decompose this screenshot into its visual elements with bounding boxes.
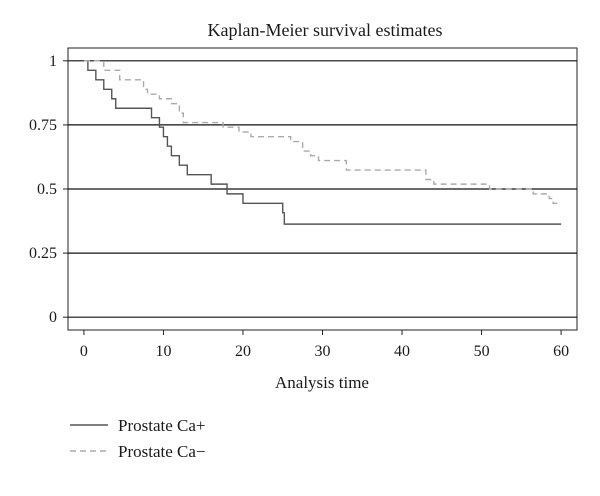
- legend-label-prostate-ca-plus: Prostate Ca+: [118, 416, 206, 435]
- y-axis: 0 0.25 0.5 0.75 1: [29, 53, 68, 326]
- series-lines: [83, 60, 562, 225]
- series-line-1: [83, 60, 562, 205]
- x-tick-label-6: 60: [553, 343, 569, 360]
- x-axis: 0 10 20 30 40 50 60: [80, 330, 569, 360]
- y-tick-label-4: 1: [49, 53, 57, 70]
- legend: Prostate Ca+ Prostate Ca−: [70, 416, 206, 461]
- x-tick-label-1: 10: [155, 343, 171, 360]
- x-tick-label-0: 0: [80, 343, 88, 360]
- x-tick-label-2: 20: [235, 343, 251, 360]
- grid-lines: [68, 60, 577, 318]
- y-tick-label-3: 0.75: [29, 117, 57, 134]
- y-tick-label-0: 0: [49, 309, 57, 326]
- x-tick-label-3: 30: [315, 343, 331, 360]
- y-tick-label-1: 0.25: [29, 245, 57, 262]
- chart-title: Kaplan-Meier survival estimates: [208, 20, 443, 40]
- legend-label-prostate-ca-minus: Prostate Ca−: [118, 442, 206, 461]
- x-tick-label-5: 50: [474, 343, 490, 360]
- series-line-0: [83, 60, 562, 225]
- y-tick-label-2: 0.5: [37, 181, 57, 198]
- x-tick-label-4: 40: [394, 343, 410, 360]
- x-axis-label: Analysis time: [275, 373, 369, 392]
